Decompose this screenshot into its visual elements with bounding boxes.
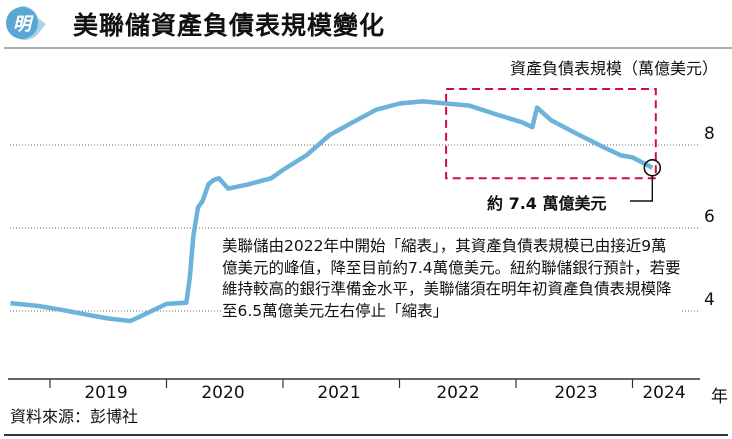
y-tick-label: 8 bbox=[704, 124, 715, 144]
x-tick-label: 2022 bbox=[436, 383, 480, 403]
y-tick-label: 6 bbox=[704, 207, 715, 227]
series-line bbox=[10, 99, 654, 324]
x-tick-label: 2020 bbox=[201, 383, 245, 403]
header-divider bbox=[4, 47, 732, 49]
y-axis-label: 資產負債表規模（萬億美元） bbox=[509, 59, 718, 78]
source-note: 資料來源：彭博社 bbox=[10, 407, 139, 426]
x-tick-label: 2021 bbox=[317, 383, 361, 403]
annotation-note: 美聯儲由2022年中開始「縮表」，其資產負債表規模已由接近9萬億美元的峰值，降至… bbox=[222, 236, 682, 322]
svg-text:明: 明 bbox=[13, 14, 34, 35]
x-axis-unit: 年 bbox=[711, 387, 728, 407]
callout-label: 約 7.4 萬億美元 bbox=[487, 194, 607, 213]
y-tick-label: 4 bbox=[704, 290, 715, 310]
x-tick-label: 2019 bbox=[84, 383, 128, 403]
logo-icon: 明 bbox=[6, 6, 46, 40]
highlight-box bbox=[445, 87, 657, 180]
footer-divider bbox=[4, 434, 728, 436]
x-tick-label: 2024 bbox=[642, 383, 686, 403]
x-tick-label: 2023 bbox=[554, 383, 598, 403]
end-point-marker bbox=[643, 159, 662, 177]
chart-title: 美聯儲資產負債表規模變化 bbox=[73, 11, 386, 40]
callout-leader-line bbox=[630, 175, 654, 202]
